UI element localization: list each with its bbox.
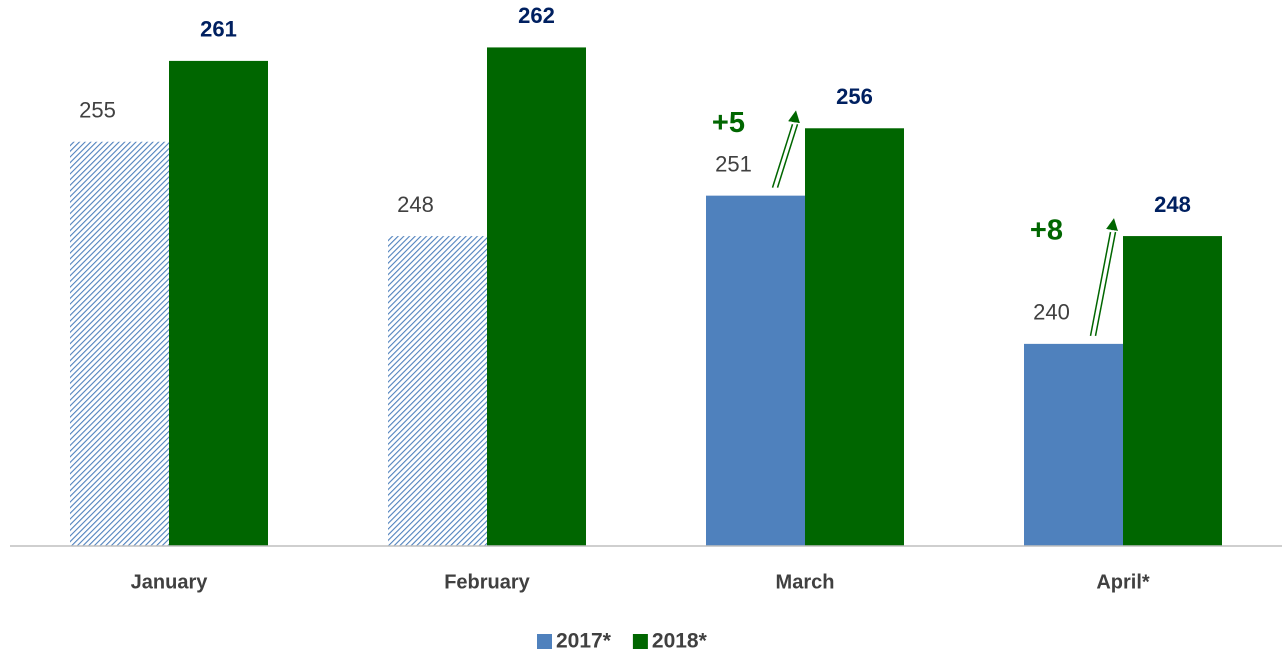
bar [388, 236, 487, 546]
data-label: 248 [397, 192, 434, 217]
data-label: 261 [200, 17, 237, 42]
bar [169, 60, 268, 547]
arrow-line [1089, 231, 1112, 337]
bar [70, 141, 169, 546]
x-tick-label: January [131, 571, 209, 593]
annotation: +5 [712, 107, 745, 139]
legend-swatch [632, 634, 648, 649]
data-label: 248 [1154, 192, 1191, 217]
legend-swatch [537, 634, 552, 649]
data-label: 262 [518, 3, 555, 28]
arrow-line [771, 124, 794, 188]
bar [1123, 236, 1222, 546]
data-label: 256 [836, 84, 873, 109]
bar [487, 47, 586, 547]
x-tick-label: March [776, 571, 835, 593]
bar [805, 128, 904, 546]
arrow-head [1106, 218, 1118, 231]
arrow-line [1094, 231, 1117, 337]
arrow-head [788, 110, 800, 124]
bar [706, 195, 805, 546]
x-tick-label: February [444, 571, 530, 593]
x-tick-label: April* [1096, 571, 1150, 593]
data-label: 251 [715, 151, 752, 176]
data-label: 255 [79, 98, 116, 123]
legend-label: 2017* [556, 630, 612, 653]
annotation: +8 [1030, 215, 1063, 247]
arrow-line [776, 124, 799, 188]
data-label: 240 [1033, 300, 1070, 325]
bar [1024, 343, 1123, 546]
legend-label: 2018* [652, 630, 708, 653]
